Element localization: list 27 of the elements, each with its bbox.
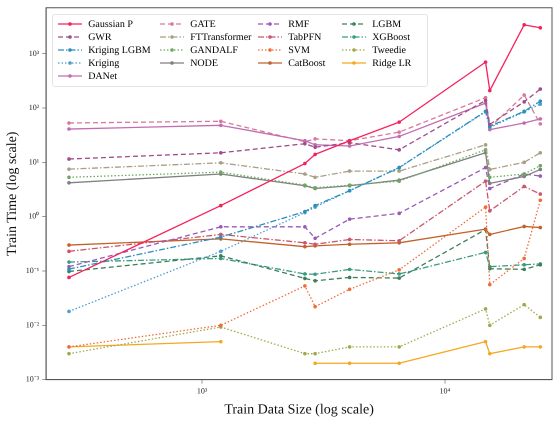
y-tick-label: 10⁻³ xyxy=(26,374,40,384)
legend-label: FTTransformer xyxy=(190,30,252,44)
y-tick-label: 10⁰ xyxy=(28,212,40,221)
legend-label: GANDALF xyxy=(190,44,238,57)
legend-label: TabPFN xyxy=(288,30,322,44)
x-tick-label: 10⁴ xyxy=(440,386,451,396)
legend-label: GWR xyxy=(88,30,112,44)
y-tick-label: 10¹ xyxy=(28,157,40,166)
legend-label: Kriging xyxy=(88,56,120,70)
legend-label: CatBoost xyxy=(288,56,326,70)
legend-label: RMF xyxy=(288,18,310,31)
legend-label: XGBoost xyxy=(372,30,410,44)
legend-label: Ridge LR xyxy=(372,56,412,70)
legend-label: DANet xyxy=(88,70,118,83)
y-axis-title: Train Time (log scale) xyxy=(5,131,20,256)
legend-label: Tweedie xyxy=(372,44,406,57)
legend-label: LGBM xyxy=(372,18,402,31)
legend-label: GATE xyxy=(190,18,216,31)
legend-label: SVM xyxy=(288,44,310,57)
legend-label: Gaussian P xyxy=(88,18,133,31)
y-tick-label: 10⁻² xyxy=(26,320,40,330)
legend-label: Kriging LGBM xyxy=(88,44,151,57)
y-tick-label: 10² xyxy=(28,103,40,112)
legend-label: NODE xyxy=(190,56,218,70)
y-tick-label: 10⁻¹ xyxy=(26,266,40,276)
y-tick-label: 10³ xyxy=(28,48,40,58)
x-axis-title: Train Data Size (log scale) xyxy=(224,402,374,418)
